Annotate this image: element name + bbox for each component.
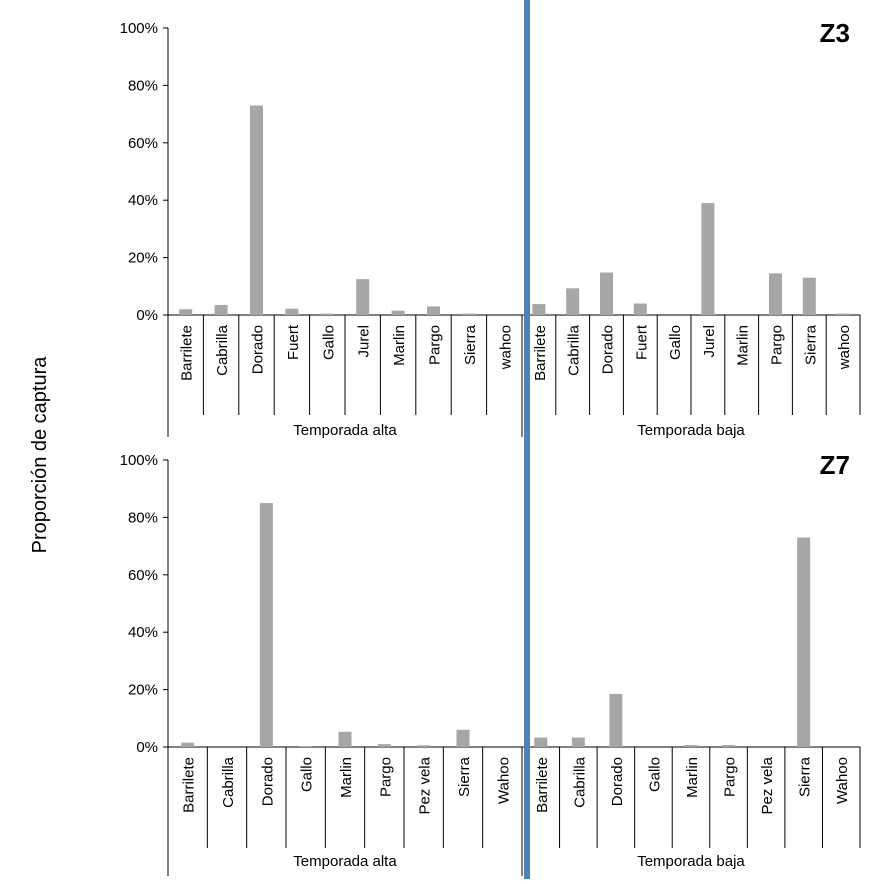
bar <box>179 309 193 315</box>
category-label: Marlin <box>391 325 408 366</box>
bar <box>633 303 647 315</box>
category-label: Jurel <box>701 325 718 358</box>
bar <box>797 537 811 747</box>
bar <box>356 279 370 315</box>
category-label: Pez vela <box>417 756 434 814</box>
bar <box>769 273 782 315</box>
bar <box>285 308 299 315</box>
bar <box>722 744 736 747</box>
category-label: wahoo <box>836 325 853 370</box>
bar <box>609 693 623 747</box>
bar <box>462 313 476 315</box>
category-label: Barrilete <box>179 325 196 381</box>
y-tick-label: 0% <box>136 739 158 756</box>
category-label: Sierra <box>456 756 473 797</box>
bar <box>181 742 195 747</box>
y-tick-label: 100% <box>120 20 158 37</box>
bar <box>250 105 263 316</box>
group-label: Temporada alta <box>293 422 397 439</box>
category-label: Cabrilla <box>214 324 231 376</box>
group-label: Temporada baja <box>637 422 745 439</box>
bars-layer <box>179 105 850 747</box>
bar <box>320 313 334 315</box>
y-tick-label: 20% <box>128 250 158 267</box>
y-tick-label: 0% <box>136 307 158 324</box>
group-label: Temporada alta <box>293 853 397 870</box>
category-label: Dorado <box>600 325 617 374</box>
category-label: Fuert <box>633 324 650 360</box>
bar <box>532 304 546 315</box>
category-label: Wahoo <box>834 757 851 804</box>
category-label: Barrilete <box>181 757 198 813</box>
bar <box>836 313 850 315</box>
bar <box>534 737 548 747</box>
category-label: Jurel <box>356 325 373 358</box>
category-label: Pargo <box>377 757 394 797</box>
category-label: Gallo <box>299 757 316 792</box>
y-tick-label: 60% <box>128 567 158 584</box>
group-label: Temporada baja <box>637 853 745 870</box>
category-label: wahoo <box>497 325 514 370</box>
bar <box>600 272 613 315</box>
bar <box>701 203 715 315</box>
category-label: Pargo <box>427 325 444 365</box>
category-label: Gallo <box>646 757 663 792</box>
category-label: Cabrilla <box>566 324 583 376</box>
category-label: Pez vela <box>759 756 776 814</box>
bar <box>214 304 228 315</box>
y-axis-label: Proporción de captura <box>29 356 51 554</box>
category-label: Cabrilla <box>571 756 588 808</box>
category-label: Gallo <box>320 325 337 360</box>
y-tick-label: 80% <box>128 77 158 94</box>
bar <box>338 731 352 747</box>
category-label: Fuert <box>285 324 302 360</box>
axes-layer <box>163 27 861 876</box>
y-tick-label: 40% <box>128 192 158 209</box>
category-label: Marlin <box>684 757 701 798</box>
bar <box>377 744 391 747</box>
category-label: Dorado <box>609 757 626 806</box>
category-label: Sierra <box>797 756 814 797</box>
text-layer: 0% 20% 40% 60% 80% 100% Z3 Barrilete Cabrilla Dor… <box>120 18 853 870</box>
bar <box>571 737 585 747</box>
bar <box>391 310 405 315</box>
bar <box>259 503 273 747</box>
category-label: Cabrilla <box>220 756 237 808</box>
bar <box>417 745 431 747</box>
y-tick-label: 40% <box>128 624 158 641</box>
category-label: Dorado <box>259 757 276 806</box>
category-label: Barrilete <box>534 757 551 813</box>
category-label: Pargo <box>769 325 786 365</box>
y-tick-label: 60% <box>128 135 158 152</box>
category-label: Dorado <box>250 325 267 374</box>
panel-title: Z7 <box>820 450 850 480</box>
category-label: Marlin <box>338 757 355 798</box>
category-label: Sierra <box>802 324 819 365</box>
category-label: Wahoo <box>495 757 512 804</box>
category-label: Pargo <box>722 757 739 797</box>
bar <box>566 288 580 315</box>
category-label: Barrilete <box>532 325 549 381</box>
bar <box>427 306 440 315</box>
category-label: Marlin <box>735 325 752 366</box>
bar <box>802 277 816 315</box>
bar <box>456 729 470 747</box>
bar <box>684 744 698 747</box>
y-tick-label: 80% <box>128 509 158 526</box>
category-label: Gallo <box>667 325 684 360</box>
panel-title: Z3 <box>820 18 850 48</box>
category-label: Sierra <box>462 324 479 365</box>
y-tick-label: 100% <box>120 452 158 469</box>
y-tick-label: 20% <box>128 682 158 699</box>
bar <box>299 746 313 747</box>
